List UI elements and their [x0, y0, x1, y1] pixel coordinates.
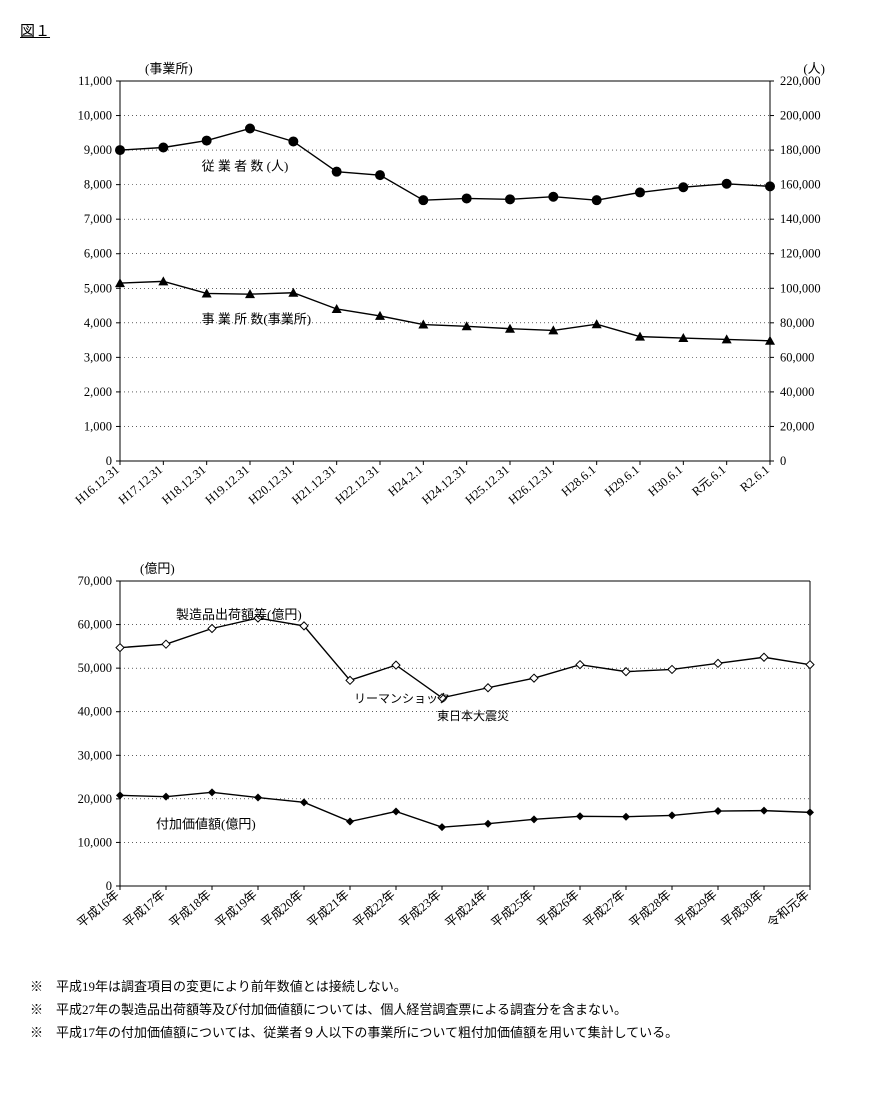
svg-text:H22.12.31: H22.12.31: [332, 463, 381, 508]
svg-text:平成30年: 平成30年: [719, 888, 766, 931]
svg-text:平成24年: 平成24年: [443, 888, 490, 931]
svg-text:平成25年: 平成25年: [489, 888, 536, 931]
svg-text:事 業 所 数(事業所): 事 業 所 数(事業所): [202, 311, 311, 326]
svg-text:70,000: 70,000: [78, 574, 112, 588]
chart2-svg: (億円)010,00020,00030,00040,00050,00060,00…: [50, 551, 850, 951]
svg-text:付加価値額(億円): 付加価値額(億円): [156, 817, 256, 832]
chart2: (億円)010,00020,00030,00040,00050,00060,00…: [50, 551, 850, 951]
svg-text:平成18年: 平成18年: [167, 888, 214, 931]
svg-text:H24.12.31: H24.12.31: [419, 463, 468, 508]
svg-text:60,000: 60,000: [78, 618, 112, 632]
svg-text:80,000: 80,000: [780, 316, 814, 330]
svg-text:100,000: 100,000: [780, 281, 821, 295]
svg-text:平成17年: 平成17年: [121, 888, 168, 931]
footnote-2: ※ 平成27年の製造品出荷額等及び付加価値額については、個人経営調査票による調査…: [30, 999, 850, 1022]
svg-text:平成21年: 平成21年: [305, 888, 352, 931]
svg-text:R2.6.1: R2.6.1: [737, 463, 772, 495]
svg-text:H21.12.31: H21.12.31: [289, 463, 338, 508]
svg-text:9,000: 9,000: [84, 143, 112, 157]
footnotes: ※ 平成19年は調査項目の変更により前年数値とは接続しない。 ※ 平成27年の製…: [30, 976, 850, 1044]
svg-text:7,000: 7,000: [84, 212, 112, 226]
svg-text:(事業所): (事業所): [145, 61, 193, 76]
svg-text:H24.2.1: H24.2.1: [385, 463, 425, 500]
svg-text:120,000: 120,000: [780, 247, 821, 261]
svg-text:H28.6.1: H28.6.1: [559, 463, 599, 500]
svg-text:160,000: 160,000: [780, 178, 821, 192]
svg-text:平成23年: 平成23年: [397, 888, 444, 931]
svg-text:平成27年: 平成27年: [581, 888, 628, 931]
svg-text:平成26年: 平成26年: [535, 888, 582, 931]
svg-text:140,000: 140,000: [780, 212, 821, 226]
svg-text:4,000: 4,000: [84, 316, 112, 330]
svg-text:H25.12.31: H25.12.31: [462, 463, 511, 508]
svg-text:3,000: 3,000: [84, 350, 112, 364]
svg-text:40,000: 40,000: [780, 385, 814, 399]
svg-text:H20.12.31: H20.12.31: [246, 463, 295, 508]
svg-text:(億円): (億円): [140, 561, 175, 576]
svg-text:1,000: 1,000: [84, 419, 112, 433]
chart1: (事業所)(人)01,0002,0003,0004,0005,0006,0007…: [50, 51, 850, 531]
footnote-1: ※ 平成19年は調査項目の変更により前年数値とは接続しない。: [30, 976, 850, 999]
svg-text:220,000: 220,000: [780, 74, 821, 88]
svg-text:リーマンショック: リーマンショック: [354, 691, 450, 705]
svg-text:10,000: 10,000: [78, 835, 112, 849]
svg-text:60,000: 60,000: [780, 350, 814, 364]
svg-text:11,000: 11,000: [78, 74, 112, 88]
svg-text:平成28年: 平成28年: [627, 888, 674, 931]
svg-text:H17.12.31: H17.12.31: [116, 463, 165, 508]
svg-text:40,000: 40,000: [78, 705, 112, 719]
svg-text:180,000: 180,000: [780, 143, 821, 157]
svg-text:製造品出荷額等(億円): 製造品出荷額等(億円): [176, 607, 302, 622]
svg-text:20,000: 20,000: [78, 792, 112, 806]
svg-text:平成16年: 平成16年: [75, 888, 122, 931]
svg-text:8,000: 8,000: [84, 178, 112, 192]
footnote-3: ※ 平成17年の付加価値額については、従業者９人以下の事業所について粗付加価値額…: [30, 1022, 850, 1045]
svg-text:R元.6.1: R元.6.1: [689, 463, 728, 499]
svg-text:30,000: 30,000: [78, 748, 112, 762]
svg-text:H26.12.31: H26.12.31: [506, 463, 555, 508]
svg-text:H30.6.1: H30.6.1: [645, 463, 685, 500]
svg-text:東日本大震災: 東日本大震災: [437, 709, 509, 723]
svg-text:H18.12.31: H18.12.31: [159, 463, 208, 508]
svg-text:6,000: 6,000: [84, 247, 112, 261]
svg-text:平成29年: 平成29年: [673, 888, 720, 931]
svg-text:0: 0: [780, 454, 786, 468]
svg-text:5,000: 5,000: [84, 281, 112, 295]
svg-text:20,000: 20,000: [780, 419, 814, 433]
svg-text:H29.6.1: H29.6.1: [602, 463, 642, 500]
svg-text:従 業 者 数 (人): 従 業 者 数 (人): [202, 159, 289, 174]
svg-text:10,000: 10,000: [78, 109, 112, 123]
svg-text:平成22年: 平成22年: [351, 888, 398, 931]
svg-text:50,000: 50,000: [78, 661, 112, 675]
chart1-svg: (事業所)(人)01,0002,0003,0004,0005,0006,0007…: [50, 51, 850, 531]
svg-text:平成19年: 平成19年: [213, 888, 260, 931]
svg-text:2,000: 2,000: [84, 385, 112, 399]
svg-text:H19.12.31: H19.12.31: [202, 463, 251, 508]
svg-text:平成20年: 平成20年: [259, 888, 306, 931]
svg-text:令和元年: 令和元年: [764, 887, 812, 931]
svg-text:200,000: 200,000: [780, 109, 821, 123]
figure-title: 図１: [20, 20, 850, 41]
svg-text:H16.12.31: H16.12.31: [72, 463, 121, 508]
